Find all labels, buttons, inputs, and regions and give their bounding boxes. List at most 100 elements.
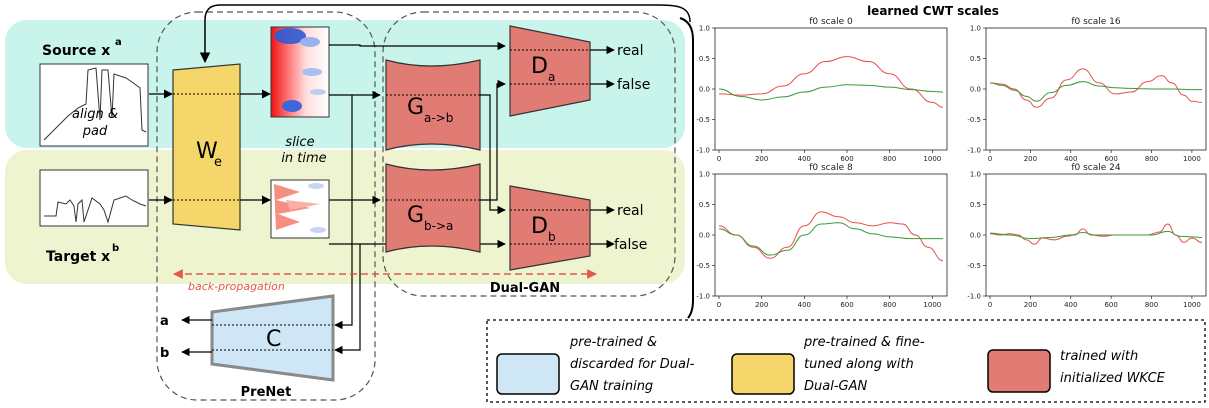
cwt-chart-1: f0 scale 16 0 200 400 600 800 1000 1.0 0.5 0.0 -0.…: [967, 17, 1207, 163]
chart-title: f0 scale 8: [809, 163, 853, 173]
legend-swatch-blue: [496, 353, 560, 395]
x-tick-label: 600: [840, 301, 853, 309]
series-line-green: [989, 81, 1202, 102]
x-tick-label: 200: [755, 301, 768, 309]
y-tick-label: 0.0: [970, 86, 981, 94]
chart-title: f0 scale 0: [809, 17, 853, 27]
chart-title: f0 scale 24: [1071, 163, 1121, 173]
y-tick-label: 1.0: [970, 171, 981, 179]
legend-blue-line2: discarded for Dual-: [570, 357, 695, 372]
x-tick-label: 400: [1064, 301, 1077, 309]
discriminator-b: [509, 185, 591, 271]
gba-sub: b->a: [424, 219, 453, 233]
target-sup: b: [112, 243, 119, 254]
y-tick-label: -0.5: [696, 116, 710, 124]
y-tick-label: 1.0: [699, 25, 710, 33]
legend-swatch-yellow: [731, 353, 795, 395]
generator-b-to-a: [385, 163, 481, 253]
source-contour-plot: [39, 63, 149, 147]
gab-label: G: [407, 95, 424, 120]
y-tick-label: 0.5: [970, 55, 981, 63]
generator-a-to-b: [385, 59, 481, 151]
cwt-spectrogram-target: [270, 179, 330, 239]
real-a-label: real: [617, 43, 644, 59]
legend: pre-trained & discarded for Dual- GAN tr…: [486, 319, 1206, 403]
y-tick-label: 0.0: [699, 232, 710, 240]
legend-yellow-line3: Dual-GAN: [804, 379, 867, 394]
legend-red-line2: initialized WKCE: [1060, 371, 1166, 386]
series-line-green: [718, 222, 943, 256]
x-tick-label: 1000: [923, 155, 941, 163]
arrow-spec-b-to-c: [334, 244, 361, 355]
series-line-red: [989, 68, 1203, 108]
legend-yellow-line1: pre-trained & fine-: [803, 335, 925, 350]
we-encoder-block: [172, 63, 241, 231]
x-tick-label: 200: [1024, 301, 1037, 309]
legend-blue-line1: pre-trained &: [569, 335, 657, 350]
legend-yellow-line2: tuned along with: [804, 357, 914, 372]
x-tick-label: 0: [717, 155, 721, 163]
cwt-spectrogram-source: [270, 26, 330, 118]
x-tick-label: 800: [883, 155, 896, 163]
y-tick-label: -1.0: [967, 147, 981, 155]
legend-red-line1: trained with: [1060, 349, 1138, 364]
chart-frame: [714, 173, 948, 297]
cwt-chart-2: f0 scale 8 0 200 400 600 800 1000 1.0 0.5 0.0 -0.5…: [696, 163, 948, 309]
target-label: Target x: [46, 249, 110, 265]
y-tick-label: -0.5: [967, 262, 981, 270]
series-line-red: [718, 211, 944, 262]
x-tick-label: 200: [1024, 155, 1037, 163]
target-contour-plot: [39, 169, 149, 227]
y-tick-label: -1.0: [696, 293, 710, 301]
y-tick-label: 1.0: [699, 171, 710, 179]
x-tick-label: 400: [1064, 155, 1077, 163]
x-tick-label: 600: [840, 155, 853, 163]
feedback-arrow: [199, 4, 691, 64]
arrow-gba-to-da: [480, 79, 506, 201]
real-b-label: real: [617, 203, 644, 219]
chart-heading: learned CWT scales: [867, 4, 999, 18]
y-tick-label: -0.5: [696, 262, 710, 270]
db-label: D: [531, 214, 548, 239]
cwt-chart-0: f0 scale 0 0 200 400 600 800 1000 1.0 0.5 0.0 -0.5…: [696, 17, 948, 163]
we-sub: e: [214, 155, 222, 170]
da-sub: a: [548, 70, 555, 84]
x-tick-label: 600: [1104, 155, 1117, 163]
out-b-label: b: [160, 346, 169, 361]
x-tick-label: 1000: [1183, 155, 1201, 163]
x-tick-label: 0: [988, 155, 992, 163]
cwt-charts: f0 scale 0 0 200 400 600 800 1000 1.0 0.5 0.0 -0.5…: [696, 17, 1207, 309]
legend-swatch-red: [987, 349, 1051, 393]
source-label: Source x: [42, 43, 110, 59]
arrow-spec-a-to-c: [334, 95, 353, 330]
gba-label: G: [407, 203, 424, 228]
prenet-label: PreNet: [241, 385, 292, 400]
series-line-green: [718, 84, 944, 101]
arrow-spec-a-to-da: [329, 41, 506, 51]
slice-line1: slice: [285, 135, 314, 150]
dualgan-region: [382, 11, 676, 297]
false-a-label: false: [617, 77, 650, 93]
y-tick-label: -1.0: [696, 147, 710, 155]
y-tick-label: 0.5: [699, 55, 710, 63]
x-tick-label: 800: [1145, 301, 1158, 309]
arrow-gab-to-db: [480, 94, 506, 215]
x-tick-label: 200: [755, 155, 768, 163]
x-tick-label: 800: [1145, 155, 1158, 163]
false-b-label: false: [614, 237, 647, 253]
x-tick-label: 800: [883, 301, 896, 309]
y-tick-label: -1.0: [967, 293, 981, 301]
series-line-green: [989, 230, 1203, 240]
x-tick-label: 1000: [923, 301, 941, 309]
out-a-label: a: [160, 314, 169, 329]
x-tick-label: 1000: [1183, 301, 1201, 309]
source-sup: a: [115, 37, 122, 48]
x-tick-label: 0: [717, 301, 721, 309]
db-sub: b: [548, 230, 556, 244]
y-tick-label: 0.5: [699, 201, 710, 209]
gab-sub: a->b: [424, 111, 453, 125]
c-label: C: [266, 327, 281, 352]
we-label: W: [196, 139, 218, 164]
slice-line2: in time: [281, 151, 326, 166]
